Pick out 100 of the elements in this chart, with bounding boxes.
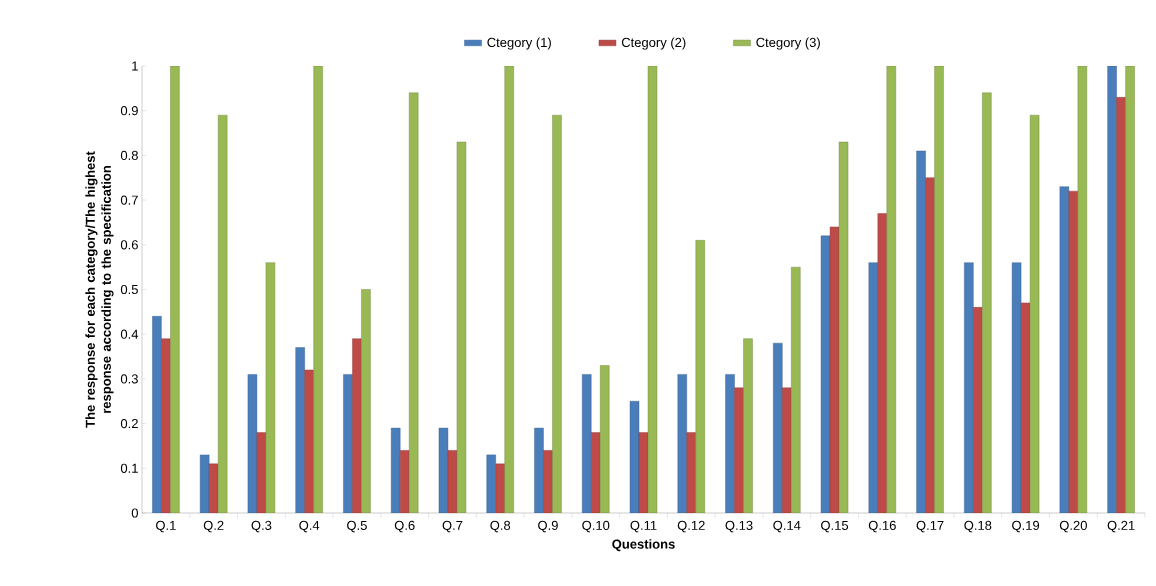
x-tick-label: Q.16 — [868, 520, 896, 533]
bar — [256, 432, 267, 513]
x-tick-label: Q.2 — [203, 520, 224, 533]
bar — [886, 65, 897, 513]
bar — [304, 369, 314, 513]
bar — [295, 347, 305, 513]
bar — [400, 450, 410, 513]
bar — [964, 262, 974, 513]
bar — [773, 342, 783, 513]
bar — [820, 235, 831, 513]
bar — [1068, 190, 1079, 513]
y-tick-label: 0.5 — [120, 284, 138, 295]
bar — [265, 262, 276, 513]
legend-label: Ctegory (2) — [621, 37, 686, 50]
x-tick-label: Q.19 — [1012, 520, 1040, 533]
x-tick-label: Q.11 — [630, 520, 657, 533]
bar — [734, 387, 744, 513]
x-tick-label: Q.3 — [251, 520, 272, 533]
y-tick-label: 0.4 — [120, 329, 139, 339]
y-tick-label: 1 — [132, 61, 138, 71]
y-tick-label: 0.2 — [120, 418, 138, 429]
bar — [361, 289, 371, 513]
bar — [829, 226, 840, 513]
bar — [629, 401, 640, 513]
x-tick-label: Q.13 — [725, 520, 753, 533]
bar — [447, 450, 458, 513]
y-tick-label: 0.9 — [120, 106, 138, 116]
x-tick-label: Q.8 — [490, 520, 511, 533]
bar — [916, 150, 926, 513]
bar — [1107, 65, 1117, 513]
y-tick-label: 0.3 — [120, 374, 138, 384]
y-tick-label: 0.7 — [120, 195, 138, 205]
bar — [638, 432, 649, 513]
y-tick-label: 0.6 — [120, 240, 138, 250]
bar — [791, 266, 801, 513]
legend-label: Ctegory (3) — [756, 37, 820, 50]
x-tick-label: Q.18 — [964, 520, 992, 533]
x-tick-label: Q.1 — [156, 520, 176, 533]
x-axis-title: Questions — [612, 539, 675, 552]
bar — [1059, 186, 1070, 513]
bar — [982, 92, 992, 513]
bar — [504, 65, 514, 513]
bar — [868, 262, 879, 513]
legend-label: Ctegory (1) — [487, 37, 551, 50]
bar — [217, 114, 228, 513]
x-tick-label: Q.5 — [347, 520, 367, 533]
bar — [152, 316, 162, 513]
x-tick-label: Q.7 — [442, 520, 463, 533]
bar — [1077, 65, 1088, 513]
bar — [343, 374, 353, 513]
bar — [782, 387, 792, 513]
bar — [313, 65, 323, 513]
bar — [582, 374, 592, 513]
y-tick-label: 0.8 — [120, 150, 138, 160]
bar — [1125, 65, 1135, 513]
bar — [1020, 302, 1031, 513]
bar — [495, 463, 505, 513]
x-tick-label: Q.17 — [916, 520, 944, 533]
bar — [925, 177, 935, 513]
bar — [170, 65, 180, 513]
bar — [686, 432, 696, 513]
bar — [600, 365, 610, 513]
bar — [208, 463, 219, 513]
bar — [199, 454, 210, 513]
bar — [934, 65, 944, 513]
bar — [743, 338, 753, 513]
bar — [456, 141, 467, 513]
bar — [591, 432, 601, 513]
bar — [973, 307, 983, 513]
bar — [1116, 97, 1126, 513]
bar — [838, 141, 849, 513]
bar — [409, 92, 419, 513]
x-tick-label: Q.20 — [1059, 520, 1087, 533]
bar — [725, 374, 735, 513]
bar — [695, 240, 705, 513]
x-tick-label: Q.21 — [1107, 520, 1135, 533]
bar — [352, 338, 362, 513]
bar — [247, 374, 258, 513]
bar — [677, 374, 687, 513]
y-axis-title: The response for each category/The highest response according to the specification — [85, 151, 114, 428]
bar — [543, 450, 553, 513]
bar — [534, 427, 544, 513]
y-tick-label: 0.1 — [120, 463, 138, 473]
x-tick-label: Q.4 — [299, 520, 320, 533]
bar — [161, 338, 171, 513]
x-tick-label: Q.6 — [394, 520, 415, 533]
bar — [552, 114, 562, 513]
bar — [391, 427, 401, 513]
x-tick-label: Q.14 — [773, 520, 801, 533]
bar — [1029, 114, 1040, 513]
bar — [486, 454, 496, 513]
bar — [1011, 262, 1022, 513]
x-tick-label: Q.12 — [677, 520, 705, 533]
bar — [438, 427, 449, 513]
bar — [877, 213, 888, 513]
x-tick-label: Q.9 — [538, 520, 558, 533]
x-tick-label: Q.10 — [582, 520, 610, 533]
x-tick-label: Q.15 — [821, 520, 849, 533]
y-tick-label: 0 — [131, 508, 138, 518]
bar — [647, 65, 658, 513]
